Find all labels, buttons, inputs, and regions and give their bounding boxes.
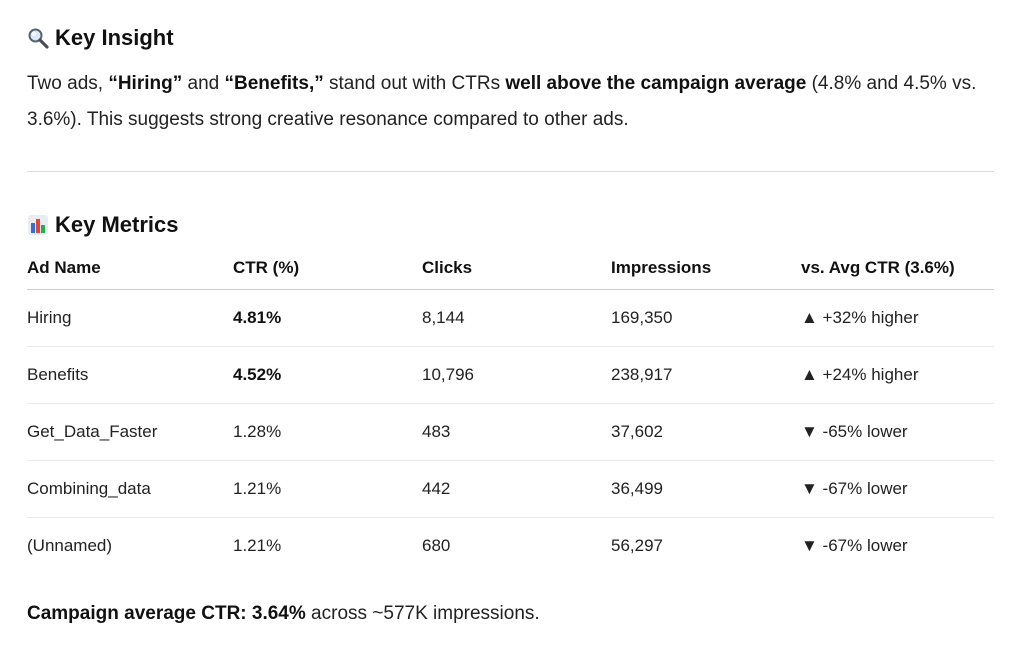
cell-vs-avg: ▼ -67% lower bbox=[801, 460, 994, 518]
cell-impressions: 56,297 bbox=[611, 536, 663, 555]
table-row: Get_Data_Faster 1.28% 483 37,602 ▼ -65% … bbox=[27, 403, 994, 461]
magnifying-glass-icon bbox=[27, 27, 49, 49]
cell-vs-avg: ▼ -65% lower bbox=[801, 403, 994, 461]
campaign-average-label: Campaign average CTR: 3.64% bbox=[27, 603, 306, 624]
cell-impressions: 238,917 bbox=[611, 346, 801, 404]
cell-ctr: 1.21% bbox=[233, 460, 422, 518]
section-divider bbox=[27, 171, 994, 172]
cell-ad-name: Get_Data_Faster bbox=[27, 403, 233, 461]
cell-ad-name: Benefits bbox=[27, 346, 233, 404]
header-ad-name: Ad Name bbox=[27, 247, 233, 290]
cell-ctr: 1.21% bbox=[233, 536, 282, 555]
cell-vs-avg: ▲ +24% higher bbox=[801, 346, 994, 404]
cell-ctr: 1.28% bbox=[233, 403, 422, 461]
cell-ad-name: Hiring bbox=[27, 289, 233, 347]
key-insight-heading: Key Insight bbox=[27, 24, 174, 52]
cell-ctr: 4.52% bbox=[233, 346, 422, 404]
cell-ad-name: Combining_data bbox=[27, 460, 233, 518]
cell-ctr: 4.81% bbox=[233, 289, 422, 347]
cell-clicks: 8,144 bbox=[422, 289, 611, 347]
insight-emphasis: well above the campaign average bbox=[505, 73, 807, 94]
cell-clicks: 680 bbox=[422, 536, 451, 555]
key-metrics-title: Key Metrics bbox=[55, 212, 179, 237]
insight-hiring: “Hiring” bbox=[108, 73, 183, 94]
cell-impressions: 36,499 bbox=[611, 460, 801, 518]
header-impressions: Impressions bbox=[611, 247, 801, 290]
cell-vs-avg: ▼ -67% lower bbox=[801, 536, 908, 555]
cell-impressions: 169,350 bbox=[611, 289, 801, 347]
bar-chart-icon bbox=[27, 214, 49, 236]
header-clicks: Clicks bbox=[422, 247, 611, 290]
table-row: Combining_data 1.21% 442 36,499 ▼ -67% l… bbox=[27, 460, 994, 518]
cell-clicks: 483 bbox=[422, 403, 611, 461]
cell-vs-avg: ▲ +32% higher bbox=[801, 289, 994, 347]
header-ctr: CTR (%) bbox=[233, 247, 422, 290]
key-insight-title: Key Insight bbox=[55, 25, 174, 50]
table-row: (Unnamed) 1.21% 680 56,297 ▼ -67% lower bbox=[27, 518, 994, 575]
campaign-summary: Campaign average CTR: 3.64% across ~577K… bbox=[27, 603, 540, 625]
insight-benefits: “Benefits,” bbox=[224, 73, 324, 94]
table-row: Hiring 4.81% 8,144 169,350 ▲ +32% higher bbox=[27, 289, 994, 347]
insight-text-4: (4.8% and 4.5% vs. 3.6%). This suggests … bbox=[27, 73, 977, 130]
campaign-summary-rest: across ~577K impressions. bbox=[305, 603, 540, 624]
cell-impressions: 37,602 bbox=[611, 403, 801, 461]
insight-paragraph: Two ads, “Hiring” and “Benefits,” stand … bbox=[27, 66, 987, 138]
insight-text-3: stand out with CTRs bbox=[323, 73, 506, 94]
metrics-table: Ad Name CTR (%) Clicks Impressions vs. A… bbox=[27, 247, 994, 574]
cell-ad-name: (Unnamed) bbox=[27, 536, 113, 555]
insight-text-2: and bbox=[182, 73, 225, 94]
cell-clicks: 442 bbox=[422, 460, 611, 518]
header-vs-avg: vs. Avg CTR (3.6%) bbox=[801, 247, 994, 290]
cell-clicks: 10,796 bbox=[422, 346, 611, 404]
key-metrics-heading: Key Metrics bbox=[27, 211, 179, 239]
insight-text-1: Two ads, bbox=[27, 73, 109, 94]
table-header-row: Ad Name CTR (%) Clicks Impressions vs. A… bbox=[27, 247, 994, 290]
table-row: Benefits 4.52% 10,796 238,917 ▲ +24% hig… bbox=[27, 346, 994, 404]
